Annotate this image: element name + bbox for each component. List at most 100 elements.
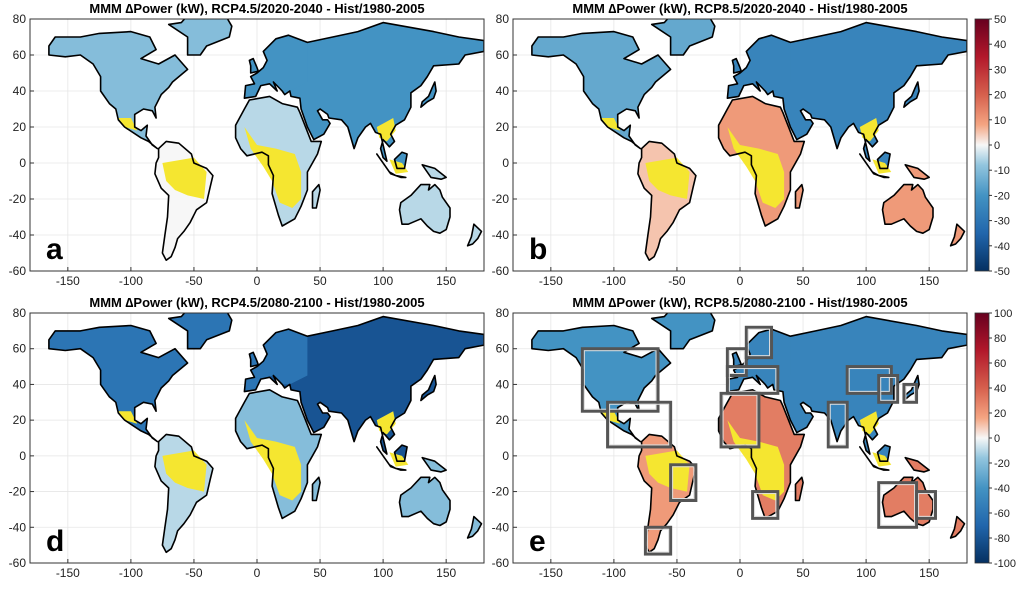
- y-tick-label: 40: [496, 377, 510, 391]
- land-australia: [399, 184, 450, 234]
- y-tick-label: -60: [492, 264, 510, 278]
- y-tick-label: 20: [13, 413, 27, 427]
- y-tick-label: -40: [9, 520, 27, 534]
- colorbar-tick-label: 60: [994, 358, 1006, 370]
- coastline-japan: [903, 81, 920, 108]
- colorbar-tick-label: 10: [994, 115, 1006, 127]
- land-australia: [882, 477, 933, 526]
- coastline-madagascar: [311, 183, 321, 209]
- colorbar-tick-label: -40: [994, 241, 1010, 253]
- highlight-box-inner: [905, 385, 916, 401]
- coastline-japan: [420, 374, 437, 402]
- highlight-box: [669, 463, 698, 502]
- coastline-nz: [949, 223, 966, 247]
- y-tick-label: -40: [492, 520, 510, 534]
- x-tick-label: 50: [313, 274, 327, 288]
- panel-letter: e: [529, 525, 546, 558]
- x-tick-label: -150: [56, 566, 80, 580]
- y-tick-label: -20: [9, 485, 27, 499]
- land-namerica: [48, 325, 188, 442]
- panel-d: -150 -100 -50 0 50 100 150 80 60 40 20 0 -20 -40 -60 MM…: [9, 295, 485, 580]
- x-tick-label: 150: [919, 274, 939, 288]
- colorbar-tick-label: -20: [994, 190, 1010, 202]
- coastline-indonesia: [858, 153, 890, 179]
- y-tick-label: 60: [13, 342, 27, 356]
- coastline-greenland: [167, 313, 233, 350]
- undefined-zone: [389, 452, 409, 467]
- y-tick-label: -40: [492, 228, 510, 242]
- undefined-zone: [389, 159, 409, 174]
- land-greenland: [651, 19, 715, 55]
- colorbar-tick-label: 40: [994, 383, 1006, 395]
- coastline-greenland: [167, 19, 233, 56]
- highlight-box-inner: [728, 368, 777, 392]
- coastline-africa: [234, 95, 323, 227]
- highlight-box-inner: [829, 403, 846, 446]
- y-tick-label: 20: [496, 413, 510, 427]
- highlight-box-inner: [848, 368, 890, 392]
- land-britain: [732, 352, 742, 367]
- panel-letter: d: [46, 525, 64, 558]
- highlight-box-inner: [880, 484, 916, 526]
- highlight-box: [643, 525, 673, 556]
- panel-b: -150 -100 -50 0 50 100 150806040200-20-40-60MM…: [492, 1, 1010, 288]
- coastline-greenland: [650, 19, 716, 56]
- land-greenland: [168, 313, 232, 349]
- x-tick-label: 150: [436, 566, 456, 580]
- coastline-britain: [248, 351, 260, 368]
- x-tick-label: -50: [185, 274, 203, 288]
- highlight-box: [877, 374, 900, 404]
- undefined-zone: [727, 127, 785, 208]
- coastline-indonesia: [375, 446, 407, 471]
- highlight-box: [606, 400, 673, 449]
- land-namerica: [531, 325, 671, 442]
- highlight-box-inner: [918, 493, 934, 517]
- coastline-japan: [903, 374, 920, 402]
- y-tick-label: 20: [13, 120, 27, 134]
- coastline-madagascar: [794, 476, 804, 502]
- y-tick-label: 0: [502, 156, 509, 170]
- coastline-madagascar: [794, 183, 804, 209]
- x-tick-label: 100: [856, 566, 876, 580]
- coastline-namerica: [531, 30, 672, 150]
- highlight-box: [751, 490, 780, 520]
- coastline-ngi: [904, 456, 931, 473]
- panel-letter: a: [46, 233, 63, 266]
- highlight-box: [725, 347, 748, 378]
- x-tick-label: 0: [737, 566, 744, 580]
- y-tick-label: -20: [492, 485, 510, 499]
- colorbar-tick-label: -60: [994, 508, 1010, 520]
- land-britain: [249, 58, 259, 73]
- panel-title: MMM ∆Power (kW), RCP8.5/2080-2100 - Hist…: [572, 295, 907, 310]
- undefined-zone: [118, 118, 138, 131]
- colorbar-tick-label: -100: [994, 558, 1016, 570]
- coastline-samerica: [154, 433, 214, 554]
- land-nz: [950, 224, 965, 246]
- panel-title: MMM ∆Power (kW), RCP4.5/2080-2100 - Hist…: [89, 295, 424, 310]
- highlight-box: [902, 382, 919, 404]
- coastline-britain: [731, 351, 743, 368]
- x-tick-label: -150: [56, 274, 80, 288]
- x-tick-label: -150: [539, 274, 563, 288]
- coastline-eurasia: [243, 315, 484, 455]
- y-tick-label: 0: [502, 449, 509, 463]
- coastline-nz: [466, 515, 483, 539]
- y-tick-label: 80: [13, 12, 27, 26]
- x-tick-label: -50: [668, 566, 686, 580]
- y-tick-label: 20: [496, 120, 510, 134]
- coastline-indonesia: [375, 153, 407, 179]
- coastline-japan: [420, 81, 437, 108]
- land-britain: [249, 352, 259, 367]
- colorbar-tick-label: 30: [994, 64, 1006, 76]
- x-tick-label: -100: [119, 274, 143, 288]
- y-tick-label: 60: [496, 48, 510, 62]
- panel-letter: b: [529, 233, 547, 266]
- panel-e: -150 -100 -50 0 50 100 150 80 60 40 20 0 -20 -40 -60 MM…: [492, 295, 1016, 580]
- coastline-eurasia: [726, 21, 967, 162]
- undefined-zone: [162, 450, 207, 492]
- land-australia: [399, 477, 450, 526]
- x-tick-label: 0: [254, 274, 261, 288]
- colorbar-tick-label: 100: [994, 308, 1012, 320]
- colorbar-tick-label: 50: [994, 14, 1006, 26]
- colorbar-tick-label: -10: [994, 165, 1010, 177]
